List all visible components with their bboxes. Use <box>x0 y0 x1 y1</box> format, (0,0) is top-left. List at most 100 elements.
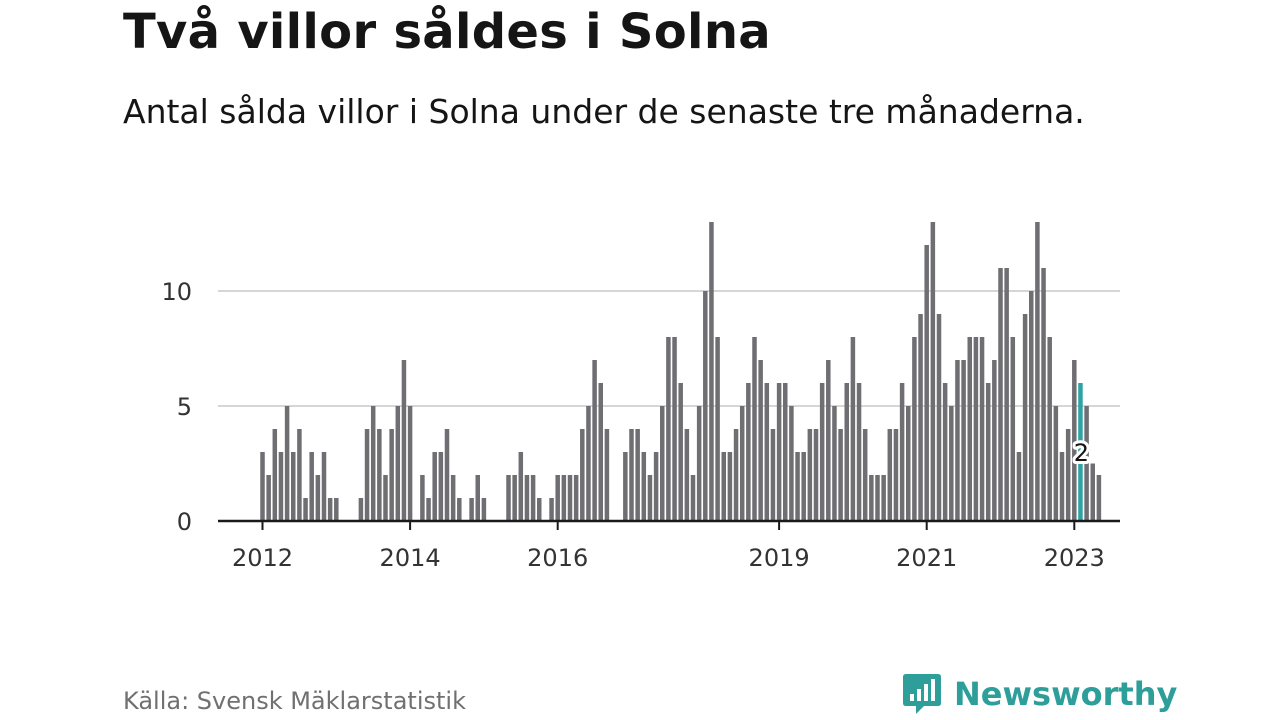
bar <box>389 429 394 521</box>
bar <box>1041 268 1046 521</box>
bar <box>672 337 677 521</box>
bar <box>647 475 653 521</box>
bar <box>623 452 628 521</box>
bar <box>703 291 708 521</box>
bar <box>942 383 948 521</box>
x-tick-label: 2021 <box>896 544 957 572</box>
bar <box>832 406 837 521</box>
bar <box>1004 268 1009 521</box>
bar <box>752 337 757 521</box>
bar <box>783 383 788 521</box>
bar <box>955 360 960 521</box>
bar <box>457 498 462 521</box>
bar <box>856 383 862 521</box>
bar <box>395 406 401 521</box>
bar <box>869 475 874 521</box>
bar <box>537 498 542 521</box>
newsworthy-logo[interactable]: Newsworthy <box>902 670 1177 718</box>
bar <box>789 406 794 521</box>
bar <box>315 475 321 521</box>
bar <box>1053 406 1059 521</box>
bar <box>284 406 290 521</box>
bar <box>961 360 966 521</box>
bar-value-label: 2 <box>1074 439 1089 467</box>
bar <box>444 429 450 521</box>
bar <box>875 475 880 521</box>
bar <box>641 452 647 521</box>
bar <box>801 452 806 521</box>
bar <box>512 475 517 521</box>
bar <box>629 429 634 521</box>
bar <box>764 383 770 521</box>
bar <box>481 498 487 521</box>
bar <box>635 429 640 521</box>
bar <box>709 222 714 521</box>
bar <box>377 429 382 521</box>
x-tick-label: 2016 <box>527 544 588 572</box>
bar <box>370 406 376 521</box>
bar <box>795 452 800 521</box>
bar <box>518 452 524 521</box>
bar <box>924 245 929 521</box>
bar <box>383 475 388 521</box>
bar <box>1022 314 1028 521</box>
bar <box>426 498 431 521</box>
bar <box>746 383 751 521</box>
bar <box>992 360 997 521</box>
x-tick-label: 2019 <box>749 544 810 572</box>
bar <box>930 222 936 521</box>
newsworthy-logo-text: Newsworthy <box>954 675 1178 713</box>
bar <box>358 498 364 521</box>
bar <box>727 452 733 521</box>
bar <box>826 360 831 521</box>
bar <box>303 498 308 521</box>
bar <box>739 406 745 521</box>
bar <box>758 360 763 521</box>
bar-highlight <box>1078 383 1083 521</box>
bar <box>887 429 893 521</box>
bar <box>272 429 278 521</box>
bar <box>936 314 942 521</box>
bar <box>696 406 702 521</box>
bar <box>770 429 776 521</box>
bar <box>420 475 425 521</box>
bar <box>580 429 585 521</box>
bar <box>807 429 813 521</box>
source-note: Källa: Svensk Mäklarstatistik <box>123 687 466 715</box>
bar <box>598 383 603 521</box>
bar <box>291 452 296 521</box>
bar <box>979 337 985 521</box>
bar <box>666 337 671 521</box>
bar <box>998 268 1003 521</box>
bar <box>524 475 530 521</box>
chart-subtitle: Antal sålda villor i Solna under de sena… <box>123 92 1085 131</box>
bar <box>893 429 899 521</box>
bar <box>604 429 610 521</box>
bar <box>973 337 979 521</box>
bar <box>260 452 265 521</box>
bar <box>912 337 917 521</box>
bar <box>407 406 413 521</box>
bar <box>918 314 923 521</box>
bar <box>813 429 819 521</box>
bar <box>549 498 554 521</box>
bar <box>850 337 856 521</box>
bar <box>278 452 284 521</box>
bar <box>1016 452 1022 521</box>
bar <box>506 475 511 521</box>
bar <box>438 452 444 521</box>
bar <box>660 406 665 521</box>
bar <box>678 383 683 521</box>
bar <box>401 360 407 521</box>
bar <box>469 498 474 521</box>
bar <box>1059 452 1065 521</box>
bar <box>432 452 437 521</box>
bar <box>561 475 567 521</box>
bar <box>364 429 370 521</box>
y-tick-label: 0 <box>177 508 192 536</box>
bar <box>450 475 456 521</box>
bar <box>684 429 690 521</box>
bar <box>1072 360 1077 521</box>
y-tick-label: 10 <box>161 278 192 306</box>
